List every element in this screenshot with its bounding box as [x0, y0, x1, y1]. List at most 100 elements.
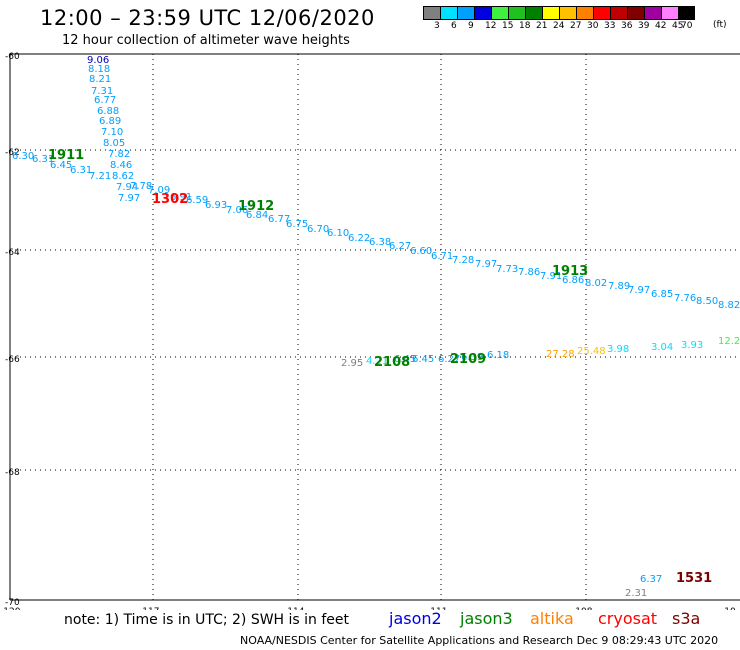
wave-height-value: 6.70: [307, 224, 329, 235]
footer-credit: NOAA/NESDIS Center for Satellite Applica…: [240, 634, 719, 647]
pass-time-label: 1912: [238, 199, 274, 214]
wave-height-value: 7.97: [628, 285, 650, 296]
wave-height-value: 6.91: [170, 192, 192, 203]
map-frame: [9, 53, 740, 601]
wave-height-value: 3.98: [607, 344, 629, 355]
wave-height-value: 8.46: [110, 160, 132, 171]
wave-height-value: 6.75: [286, 219, 308, 230]
pass-time-label: 1913: [552, 264, 588, 279]
wave-height-value: 6.71: [431, 251, 453, 262]
wave-height-value: 8.18: [88, 64, 110, 75]
wave-height-value: 6.88: [97, 106, 119, 117]
pass-time-label: 1531: [676, 571, 712, 586]
wave-height-value: 6.27: [438, 354, 460, 365]
wave-height-value: 4.21: [366, 356, 388, 367]
wave-height-value: 6.60: [410, 246, 432, 257]
latitude-label: -70: [5, 598, 20, 608]
pass-time-label: 1302: [152, 192, 188, 207]
map-title: 12:00 – 23:59 UTC 12/06/2020: [40, 6, 375, 30]
wave-height-value: 6.77: [94, 95, 116, 106]
latitude-label: -62: [5, 148, 20, 158]
colorbar-label: 12: [485, 21, 497, 31]
colorbar-swatch: 15: [491, 6, 513, 31]
colorbar-label: 18: [519, 21, 531, 31]
colorbar-swatch: 33: [593, 6, 615, 31]
colorbar-label: 9: [468, 21, 474, 31]
wave-height-value: 3.93: [681, 340, 703, 351]
wave-height-value: 6.77: [268, 214, 290, 225]
colorbar-label: 30: [587, 21, 599, 31]
wave-height-value: 6.45: [50, 160, 72, 171]
longitude-label: -108: [572, 607, 593, 610]
colorbar-label: 15: [502, 21, 514, 31]
wave-height-value: 6.45: [412, 354, 434, 365]
colorbar-label: 70: [681, 21, 693, 31]
wave-height-value: 6.39: [461, 352, 483, 363]
colorbar-label: 36: [621, 21, 633, 31]
wave-height-value: 7.28: [452, 255, 474, 266]
wave-height-value: 8.50: [696, 296, 718, 307]
colorbar-swatch: 70: [678, 6, 695, 31]
colorbar-swatch: 24: [542, 6, 564, 31]
wave-height-value: 6.10: [327, 228, 349, 239]
colorbar-label: 42: [655, 21, 667, 31]
latitude-label: -60: [5, 52, 20, 62]
latitude-label: -66: [5, 355, 20, 365]
colorbar-swatch: 30: [576, 6, 598, 31]
latitude-label: -68: [5, 468, 20, 478]
colorbar-swatch: 42: [644, 6, 666, 31]
colorbar-label: 45: [672, 21, 684, 31]
wave-height-value: 9.06: [87, 55, 109, 66]
pass-time-label: 2109: [450, 352, 486, 367]
wave-height-value: 7.82: [108, 149, 130, 160]
wave-height-value: 3.04: [651, 342, 673, 353]
wave-height-value: 6.37: [640, 574, 662, 585]
wave-height-value: 7.91: [540, 271, 562, 282]
wave-height-value: 2.95: [341, 358, 363, 369]
wave-height-colorbar: 3 6 9 12 15 18 21 24 27 30 33 36 39 42 45 70 (ft): [423, 6, 727, 31]
wave-height-value: 6.27: [389, 241, 411, 252]
colorbar-unit: (ft): [713, 20, 727, 30]
wave-height-value: 8.02: [585, 278, 607, 289]
colorbar-swatch: 21: [525, 6, 547, 31]
axis-labels: -60 -62 -64 -66 -68 -70-120 -117 -114 -111 -108 -1…: [0, 52, 736, 610]
wave-height-value: 7.73: [496, 264, 518, 275]
wave-height-value: 6.38: [369, 237, 391, 248]
longitude-label: -120: [0, 607, 21, 610]
longitude-label: -10: [721, 607, 736, 610]
wave-height-value: 7.97: [118, 193, 140, 204]
wave-height-value: 6.18: [487, 350, 509, 361]
pass-time-label: 1911: [48, 148, 84, 163]
wave-height-value: 7.10: [101, 127, 123, 138]
wave-height-value: 7.06: [226, 205, 248, 216]
satellite-legend-s3a: s3a: [672, 609, 701, 628]
wave-height-value: 6.85: [651, 289, 673, 300]
colorbar-label: 21: [536, 21, 548, 31]
longitude-label: -111: [427, 607, 447, 610]
colorbar-label: 33: [604, 21, 616, 31]
wave-height-value: 6.59: [186, 195, 208, 206]
wave-height-value: 8.21: [89, 74, 111, 85]
colorbar-swatch: 27: [559, 6, 581, 31]
wave-height-value: 7.21: [89, 171, 111, 182]
wave-height-value: 2.31: [625, 588, 647, 599]
wave-height-value: 7.86: [518, 267, 540, 278]
satellite-legend-altika: altika: [530, 609, 574, 628]
wave-height-value: 6.31: [70, 165, 92, 176]
colorbar-swatch: 6: [440, 6, 457, 31]
wave-height-value: 6.84: [246, 210, 268, 221]
wave-height-value: 7.09: [148, 185, 170, 196]
colorbar-label: 3: [434, 21, 440, 31]
wave-height-value: 7.94: [116, 182, 138, 193]
longitude-label: -117: [139, 607, 159, 610]
colorbar-swatch: 18: [508, 6, 530, 31]
wave-height-value: 25.48: [577, 346, 606, 357]
longitude-label: -114: [284, 607, 305, 610]
wave-height-value: 8.82: [718, 300, 740, 311]
colorbar-label: 39: [638, 21, 650, 31]
map-subtitle: 12 hour collection of altimeter wave hei…: [62, 33, 350, 48]
wave-height-value: 8.05: [103, 138, 125, 149]
note-text: note: 1) Time is in UTC; 2) SWH is in fe…: [64, 612, 350, 628]
wave-height-value: 6.30: [12, 151, 34, 162]
wave-height-value: 8.62: [112, 171, 134, 182]
